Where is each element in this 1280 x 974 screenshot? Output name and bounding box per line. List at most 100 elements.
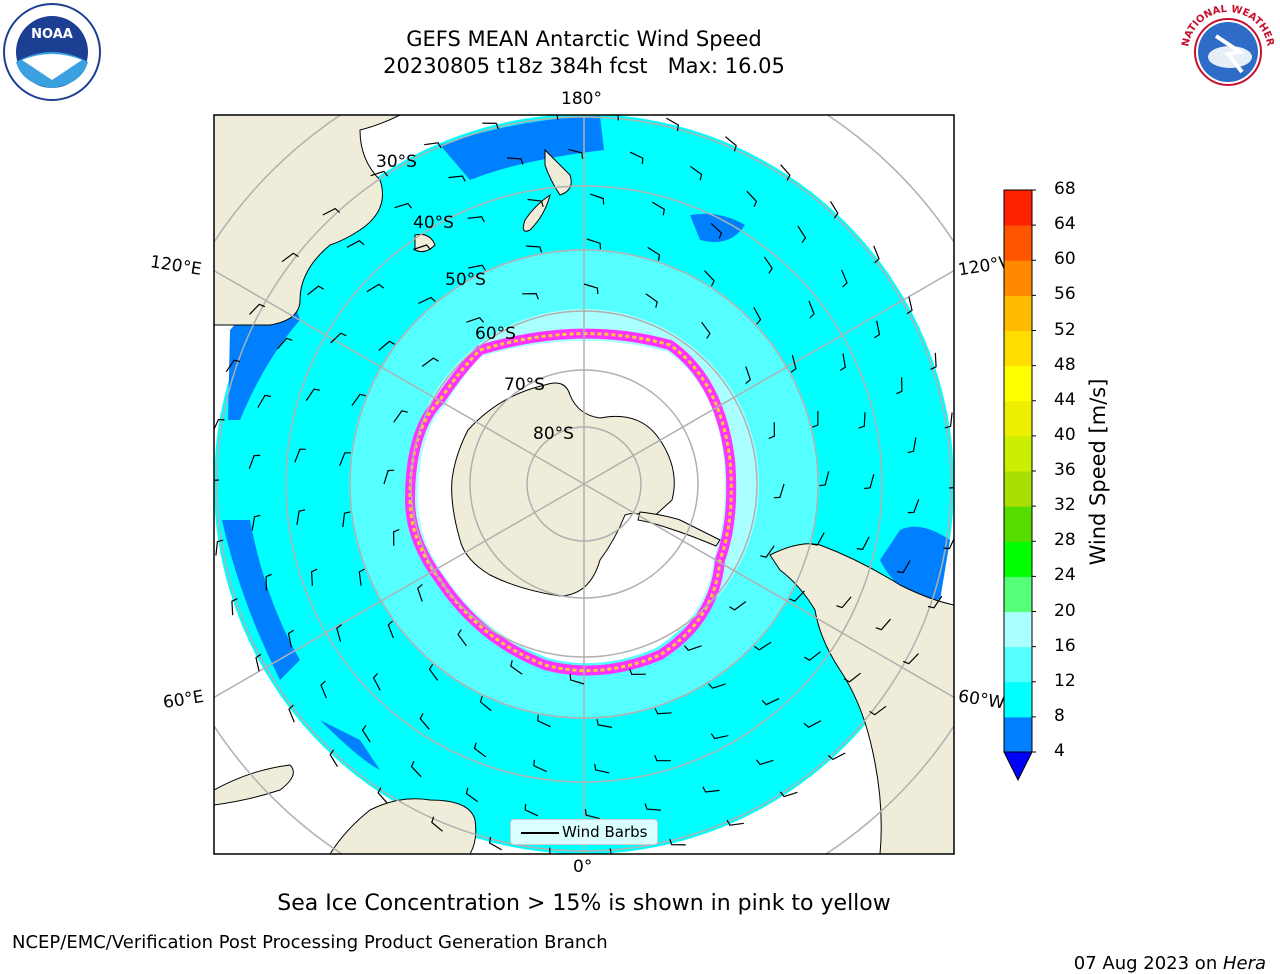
wind-barb xyxy=(586,238,602,250)
colorbar-tick-label: 28 xyxy=(1054,530,1076,551)
wind-barb xyxy=(647,246,661,261)
wind-barb xyxy=(773,483,785,499)
wind-barb xyxy=(510,660,523,675)
wind-barb xyxy=(609,848,614,854)
wind-barb xyxy=(726,819,744,826)
legend-label: Wind Barbs xyxy=(562,823,648,841)
wind-barb xyxy=(307,285,325,296)
wind-barb xyxy=(594,763,610,774)
wind-barb xyxy=(710,222,723,239)
wind-barb xyxy=(746,190,758,208)
wind-barb xyxy=(428,663,439,681)
wind-barb xyxy=(683,645,702,651)
wind-barb xyxy=(431,816,443,832)
wind-barb xyxy=(287,629,294,648)
colorbar-extend-arrow xyxy=(1003,751,1033,782)
low-wind-region xyxy=(880,526,950,600)
chart-subtitle: 20230805 t18z 384h fcst Max: 16.05 xyxy=(383,54,785,78)
wind-barb xyxy=(257,394,271,408)
colorbar xyxy=(1003,189,1036,782)
wind-barb xyxy=(568,148,584,159)
wind-barb xyxy=(248,454,261,469)
wind-barb xyxy=(790,354,797,373)
colorbar-tick-label: 60 xyxy=(1054,249,1076,270)
wind-barb xyxy=(413,244,431,251)
wind-barb xyxy=(702,786,720,793)
wind-barb xyxy=(761,698,780,706)
wind-barb xyxy=(808,300,815,319)
wind-barb xyxy=(525,245,543,253)
wind-barb xyxy=(418,296,436,305)
wind-barb xyxy=(654,708,672,715)
antarctic-peninsula xyxy=(637,511,721,547)
wind-barb xyxy=(780,164,791,181)
wind-barb xyxy=(215,539,224,556)
wind-barb xyxy=(651,201,665,216)
wind-barb xyxy=(372,673,381,691)
wind-barb xyxy=(387,620,394,639)
lon-label-0: 0° xyxy=(573,857,593,877)
wind-barb xyxy=(383,469,395,485)
wind-barb xyxy=(869,705,887,716)
colorbar-bin xyxy=(1004,435,1032,472)
wind-barb xyxy=(864,474,875,490)
sea-ice-caption: Sea Ice Concentration > 15% is shown in … xyxy=(277,891,891,916)
colorbar-bin xyxy=(1004,576,1032,612)
wind-barb xyxy=(417,583,423,602)
wind-barb xyxy=(858,412,866,429)
colorbar-tick-label: 20 xyxy=(1054,600,1076,621)
colorbar-bin xyxy=(1004,190,1032,226)
wind-barbs-legend: Wind Barbs xyxy=(510,819,658,845)
colorbar-bin xyxy=(1004,646,1032,683)
low-wind-region xyxy=(440,116,604,180)
wind-barb xyxy=(249,303,266,315)
wind-barb xyxy=(569,673,585,685)
wind-barb xyxy=(467,216,485,223)
wind-barb xyxy=(214,479,219,482)
wind-barb xyxy=(629,668,646,676)
wind-barb xyxy=(902,653,919,665)
noaa-logo: NOAA xyxy=(3,3,101,101)
lat-label-40s: 40°S xyxy=(413,213,454,233)
wind-barb xyxy=(288,704,295,723)
colorbar-bin xyxy=(1004,716,1032,753)
wind-barb xyxy=(907,499,920,514)
lat-label-80s: 80°S xyxy=(533,424,574,444)
wind-barb xyxy=(906,296,913,315)
wind-barb xyxy=(473,742,487,758)
wind-barb xyxy=(320,680,327,699)
lat-label-60s: 60°S xyxy=(475,324,516,344)
colorbar-bin xyxy=(1004,330,1032,367)
low-wind-region xyxy=(690,213,745,243)
wind-barb xyxy=(812,411,819,428)
wind-barb xyxy=(803,651,821,661)
wind-barb xyxy=(665,117,680,132)
footer-date-text: 07 Aug 2023 on xyxy=(1073,953,1223,974)
colorbar-tick-label: 32 xyxy=(1054,495,1076,516)
wind-barb xyxy=(330,332,347,344)
new-zealand-north xyxy=(544,148,572,196)
low-wind-region xyxy=(320,720,380,770)
wind-barb xyxy=(537,714,551,728)
wind-barb xyxy=(596,718,613,728)
wind-barb xyxy=(753,307,762,325)
wind-barb xyxy=(351,393,367,406)
wind-barb xyxy=(393,410,408,423)
wind-barb xyxy=(874,320,881,339)
colorbar-bin xyxy=(1004,681,1032,718)
wind-barb xyxy=(829,201,839,219)
colorbar-tick-label: 24 xyxy=(1054,565,1076,586)
wind-barb xyxy=(281,252,299,263)
wind-barb xyxy=(361,724,371,743)
wind-barb xyxy=(617,115,619,121)
wind-barb xyxy=(310,568,318,586)
low-wind-region xyxy=(222,520,300,680)
wind-barb xyxy=(507,157,524,165)
wind-barb xyxy=(669,838,686,846)
wind-barb xyxy=(479,695,492,712)
wind-barb xyxy=(930,352,937,370)
colorbar-bin xyxy=(1004,611,1032,648)
wind-barb xyxy=(296,509,306,525)
colorbar-tick-label: 36 xyxy=(1054,460,1076,480)
